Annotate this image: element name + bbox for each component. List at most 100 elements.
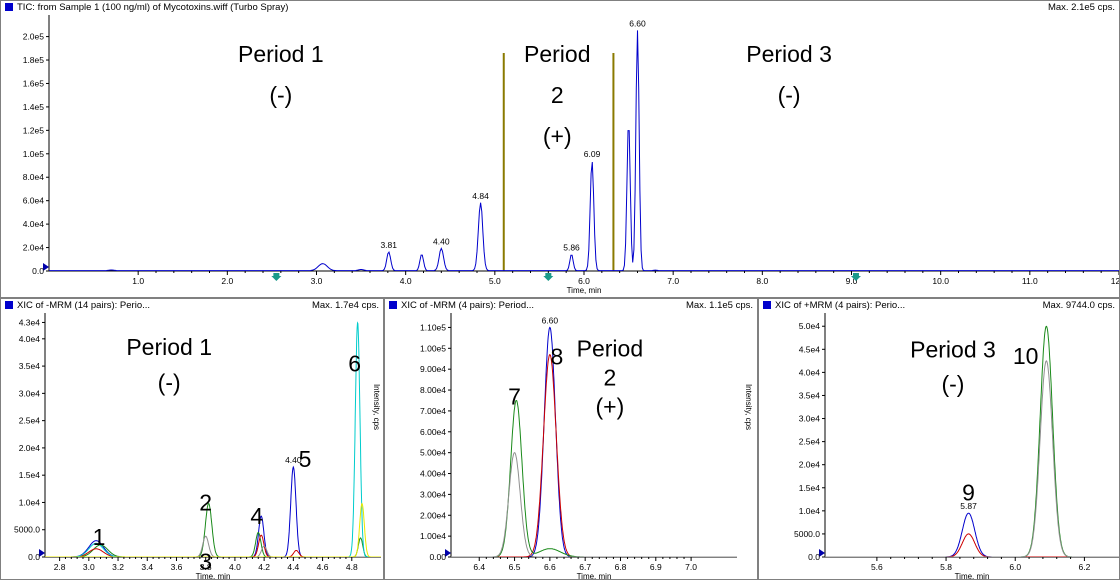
y-tick-label: 3.0e4 [799, 414, 821, 424]
peak-label: 5.86 [563, 243, 580, 253]
peak-label: 4.40 [285, 455, 302, 465]
axis-start-marker-icon [43, 263, 49, 271]
xic1-max-label: Max. 1.7e4 cps. [311, 300, 379, 311]
series-trace-0 [451, 326, 737, 557]
annotation-label: Period 1 [126, 334, 212, 360]
series-trace-4 [45, 321, 381, 557]
y-tick-label: 5.0e4 [799, 321, 821, 331]
panel-marker-icon[interactable] [389, 301, 397, 309]
annotation-label: 2 [551, 82, 564, 108]
y-tick-label: 2.5e4 [19, 416, 41, 426]
annotation-label: Period 1 [238, 41, 324, 67]
annotation-label: 1 [93, 524, 106, 550]
y-tick-label: 3.5e4 [19, 361, 41, 371]
y-tick-label: 8.00e4 [420, 385, 446, 395]
x-tick-label: 6.7 [579, 562, 591, 572]
xic3-chart[interactable]: 0.0 5000.0 1.0e4 1.5e4 2.0e4 2.5e4 3.0e4 3.5e4 4… [759, 299, 1120, 580]
series-trace-2 [45, 534, 381, 557]
axis-start-marker-icon [819, 549, 825, 557]
peak-label: 4.40 [433, 237, 450, 247]
series-trace-1 [825, 533, 1119, 557]
x-tick-label: 4.8 [346, 562, 358, 572]
x-tick-label: 6.8 [615, 562, 627, 572]
x-tick-label: 8.0 [756, 276, 768, 286]
annotation-label: (-) [158, 369, 181, 395]
y-tick-label: 2.00e4 [420, 510, 446, 520]
y-tick-label: 2.0e4 [799, 460, 821, 470]
x-tick-label: 3.4 [141, 562, 153, 572]
y-tick-label: 7.00e4 [420, 406, 446, 416]
y-tick-label: 4.3e4 [19, 317, 41, 327]
peak-label: 3.81 [380, 240, 397, 250]
annotation-label: (+) [543, 123, 572, 149]
x-tick-label: 7.0 [685, 562, 697, 572]
x-tick-label: 2.0 [221, 276, 233, 286]
annotation-label: 4 [250, 503, 263, 529]
xic2-chart[interactable]: 0.00 1.00e4 2.00e4 3.00e4 4.00e4 5.00e4 6.00e4… [385, 299, 758, 580]
xic3-max-label: Max. 9744.0 cps. [1042, 300, 1115, 311]
annotation-label: 5 [299, 446, 312, 472]
xic2-max-label: Max. 1.1e5 cps. [685, 300, 753, 311]
x-tick-label: 6.6 [544, 562, 556, 572]
x-tick-label: 10.0 [932, 276, 949, 286]
y-tick-label: 5.00e4 [420, 448, 446, 458]
xic1-title: XIC of -MRM (14 pairs): Perio... [17, 300, 151, 311]
y-tick-label: 6.00e4 [420, 427, 446, 437]
peak-label: 5.87 [960, 501, 977, 511]
x-tick-label: 6.0 [1009, 562, 1021, 572]
x-tick-label: 11.0 [1022, 276, 1038, 286]
tic-title: TIC: from Sample 1 (100 ng/ml) of Mycoto… [17, 2, 289, 13]
x-tick-label: 3.8 [200, 562, 212, 572]
annotation-label: 7 [508, 383, 521, 409]
x-tick-label: 1.0 [132, 276, 144, 286]
y-tick-label: 4.0e4 [23, 219, 45, 229]
tic-chart[interactable]: 0.0 2.0e4 4.0e4 6.0e4 8.0e4 1.0e5 1.2e5 1.4e5 1.… [1, 1, 1120, 298]
y-tick-label: 2.0e4 [23, 243, 45, 253]
y-tick-label: 1.10e5 [420, 322, 446, 332]
x-axis-label: Time, min [196, 572, 231, 580]
y-tick-label: 1.4e5 [23, 102, 45, 112]
panel-marker-icon[interactable] [5, 301, 13, 309]
x-tick-label: 6.5 [509, 562, 521, 572]
y-tick-label: 5000.0 [14, 525, 40, 535]
annotation-label: Period [524, 41, 590, 67]
x-axis-label: Time, min [577, 572, 612, 580]
x-tick-label: 3.6 [171, 562, 183, 572]
y-tick-label: 1.0e4 [19, 497, 41, 507]
annotation-label: 10 [1013, 343, 1039, 369]
x-tick-label: 3.0 [83, 562, 95, 572]
axis-start-marker-icon [445, 549, 451, 557]
y-tick-label: 4.5e4 [799, 344, 821, 354]
x-tick-label: 3.2 [112, 562, 124, 572]
panel-marker-icon[interactable] [763, 301, 771, 309]
y-tick-label: 2.5e4 [799, 437, 821, 447]
y-tick-label: 1.8e5 [23, 55, 45, 65]
y-tick-label: 5000.0 [794, 529, 820, 539]
series-trace-2 [451, 400, 737, 557]
x-tick-label: 4.4 [287, 562, 299, 572]
y-tick-label: 1.6e5 [23, 78, 45, 88]
x-tick-label: 5.8 [940, 562, 952, 572]
period-marker-icon [543, 273, 554, 281]
series-trace-3 [451, 452, 737, 557]
y-tick-label: 0.0 [28, 552, 40, 562]
x-axis-label: Time, min [955, 572, 990, 580]
annotation-label: (-) [269, 82, 292, 108]
series-trace-1 [451, 353, 737, 557]
xic3-panel: XIC of +MRM (4 pairs): Perio... Max. 974… [758, 298, 1120, 580]
x-tick-label: 6.4 [473, 562, 485, 572]
y-tick-label: 1.00e5 [420, 343, 446, 353]
annotation-label: (+) [596, 394, 625, 420]
series-trace-0 [825, 512, 1119, 557]
xic1-title-bar: XIC of -MRM (14 pairs): Perio... Max. 1.… [1, 299, 383, 314]
x-tick-label: 4.0 [400, 276, 412, 286]
x-tick-label: 2.8 [54, 562, 66, 572]
x-tick-label: 5.0 [489, 276, 501, 286]
y-tick-label: 0.0 [32, 266, 44, 276]
xic2-panel: XIC of -MRM (4 pairs): Period... Max. 1.… [384, 298, 758, 580]
xic1-chart[interactable]: 0.0 5000.0 1.0e4 1.5e4 2.0e4 2.5e4 3.0e4 3.5e4 4… [1, 299, 384, 580]
xic2-title-bar: XIC of -MRM (4 pairs): Period... Max. 1.… [385, 299, 757, 314]
x-tick-label: 6.0 [578, 276, 590, 286]
y-tick-label: 0.0 [808, 552, 820, 562]
panel-marker-icon[interactable] [5, 3, 13, 11]
